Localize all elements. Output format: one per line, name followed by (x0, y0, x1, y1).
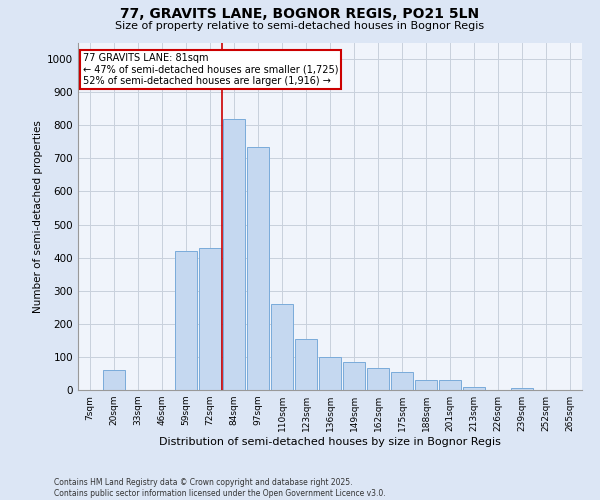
Bar (343, 362, 365, 390)
Bar (319, 357, 341, 390)
Text: 77 GRAVITS LANE: 81sqm
← 47% of semi-detached houses are smaller (1,725)
52% of : 77 GRAVITS LANE: 81sqm ← 47% of semi-det… (83, 53, 338, 86)
Text: Contains HM Land Registry data © Crown copyright and database right 2025.
Contai: Contains HM Land Registry data © Crown c… (54, 478, 386, 498)
Bar (367, 368, 389, 390)
Bar (463, 386, 485, 390)
Bar (415, 380, 437, 390)
Bar (271, 304, 293, 390)
Bar (439, 380, 461, 390)
Bar (511, 388, 533, 390)
Bar (391, 372, 413, 390)
Y-axis label: Number of semi-detached properties: Number of semi-detached properties (33, 120, 43, 312)
X-axis label: Distribution of semi-detached houses by size in Bognor Regis: Distribution of semi-detached houses by … (159, 437, 501, 447)
Text: 77, GRAVITS LANE, BOGNOR REGIS, PO21 5LN: 77, GRAVITS LANE, BOGNOR REGIS, PO21 5LN (121, 8, 479, 22)
Bar (199, 248, 221, 390)
Text: Size of property relative to semi-detached houses in Bognor Regis: Size of property relative to semi-detach… (115, 21, 485, 31)
Bar (103, 370, 125, 390)
Bar (223, 118, 245, 390)
Bar (295, 338, 317, 390)
Bar (247, 147, 269, 390)
Bar (175, 251, 197, 390)
